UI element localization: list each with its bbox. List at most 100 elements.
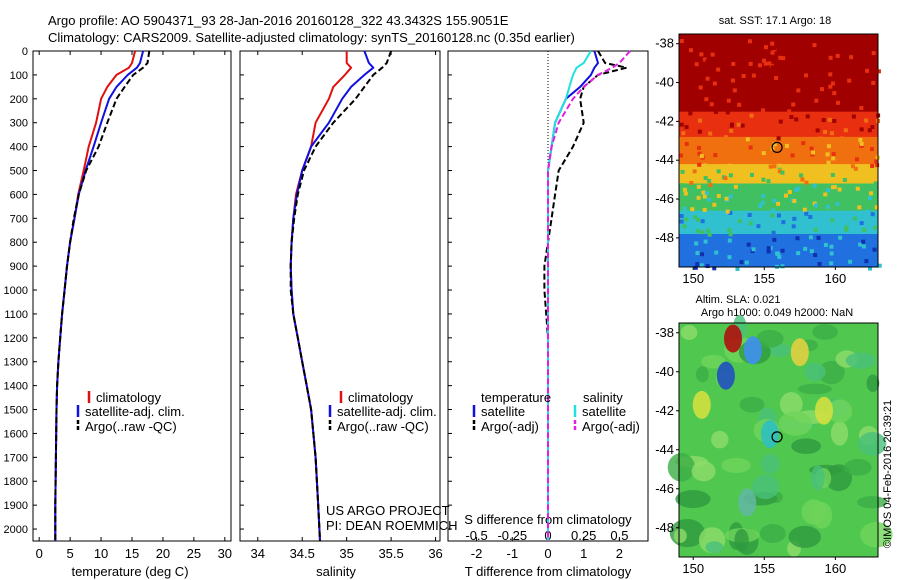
sst-pixel — [791, 224, 796, 229]
sst-pixel — [706, 228, 711, 233]
sst-map-title: sat. SST: 17.1 Argo: 18 — [719, 15, 832, 27]
sst-pixel — [725, 110, 730, 115]
sst-pixel — [815, 128, 820, 133]
depth-tick-label: 1000 — [4, 285, 28, 297]
x-tick-label: 2 — [616, 546, 623, 561]
s-diff-tick-label: 0.25 — [571, 528, 596, 543]
sst-pixel — [862, 227, 867, 232]
sst-pixel — [859, 221, 864, 226]
sst-pixel — [766, 179, 771, 184]
sst-pixel — [712, 81, 717, 86]
sst-pixel — [741, 73, 746, 78]
sst-pixel — [771, 208, 776, 213]
sst-pixel — [869, 191, 874, 196]
sst-band — [679, 164, 878, 185]
sst-pixel — [859, 127, 864, 132]
temperature-x-axis: 0 5 10 15 20 25 30 — [36, 51, 232, 561]
sst-pixel — [703, 239, 708, 244]
sst-pixel — [737, 219, 742, 224]
sst-pixel — [867, 79, 872, 84]
sst-pixel — [817, 262, 822, 267]
sla-blob — [680, 325, 698, 340]
sst-pixel — [737, 102, 742, 107]
sst-pixel — [712, 266, 717, 271]
sla-blob — [673, 528, 687, 543]
sst-pixel — [870, 163, 875, 168]
sst-pixel — [727, 228, 732, 233]
sst-pixel — [705, 76, 710, 81]
sst-pixel — [857, 205, 862, 210]
legend-climatology-label: climatology — [96, 390, 162, 405]
x-tick-label: 10 — [94, 546, 108, 561]
sla-blob — [759, 523, 786, 544]
sst-pixel — [835, 100, 840, 105]
temperature-legend: climatology satellite-adj. clim. Argo(..… — [76, 390, 185, 434]
sst-pixel — [828, 84, 833, 89]
sst-pixel — [781, 56, 786, 61]
lat-tick-label: -40 — [655, 75, 674, 90]
sst-pixel — [727, 47, 732, 52]
sla-blob — [739, 396, 765, 413]
sst-pixel — [761, 194, 766, 199]
temperature-difference-label: T difference from climatology — [465, 564, 632, 579]
sst-pixel — [844, 70, 849, 75]
sst-pixel — [684, 141, 689, 146]
profile-line-3 — [54, 50, 151, 541]
sst-pixel — [748, 221, 753, 226]
lat-tick-label: -38 — [655, 36, 674, 51]
profile-line-2 — [54, 50, 145, 541]
sst-pixel — [697, 129, 702, 134]
sst-pixel — [724, 196, 729, 201]
sst-pixel — [869, 147, 874, 152]
sst-pixel — [814, 203, 819, 208]
sst-pixel — [810, 96, 815, 101]
sst-pixel — [798, 173, 803, 178]
sst-pixel — [780, 170, 785, 175]
x-tick-label: 36 — [428, 546, 442, 561]
profile-line-1 — [54, 50, 137, 541]
lat-tick-label: -48 — [655, 230, 674, 245]
profile-line-2 — [543, 50, 628, 541]
sst-pixel — [809, 249, 814, 254]
sst-pixel — [813, 50, 818, 55]
sla-blob — [844, 459, 872, 476]
sst-pixel — [826, 160, 831, 165]
sst-pixel — [844, 227, 849, 232]
sst-pixel — [788, 59, 793, 64]
sst-pixel — [823, 192, 828, 197]
sst-pixel — [808, 214, 813, 219]
sst-pixel — [770, 213, 775, 218]
sst-pixel — [704, 97, 709, 102]
sst-pixel — [744, 260, 749, 265]
sst-pixel — [689, 181, 694, 186]
sst-pixel — [829, 261, 834, 266]
x-tick-label: 1 — [580, 546, 587, 561]
sst-pixel — [761, 151, 766, 156]
sst-pixel — [702, 207, 707, 212]
sst-pixel — [831, 152, 836, 157]
sst-pixel — [708, 183, 713, 188]
sst-pixel — [733, 184, 738, 189]
sst-pixel — [729, 128, 734, 133]
sst-pixel — [684, 217, 689, 222]
profile-line-1 — [289, 51, 353, 542]
salinity-plot-frame — [239, 50, 441, 542]
sst-pixel — [877, 263, 882, 268]
lat-tick-label: -40 — [655, 364, 674, 379]
sst-pixel — [801, 141, 806, 146]
sst-pixel — [777, 163, 782, 168]
sst-pixel — [763, 45, 768, 50]
sla-map-subtitle: Argo h1000: 0.049 h2000: NaN — [701, 307, 853, 319]
lon-tick-label: 150 — [682, 271, 704, 286]
sst-pixel — [867, 196, 872, 201]
sst-pixel — [876, 69, 881, 74]
sst-pixel — [837, 187, 842, 192]
x-tick-label: 25 — [187, 546, 201, 561]
sst-pixel — [804, 211, 809, 216]
sst-pixel — [770, 65, 775, 70]
sst-pixel — [760, 200, 765, 205]
sst-pixel — [781, 220, 786, 225]
sst-pixel — [730, 78, 735, 83]
sst-pixel — [823, 129, 828, 134]
